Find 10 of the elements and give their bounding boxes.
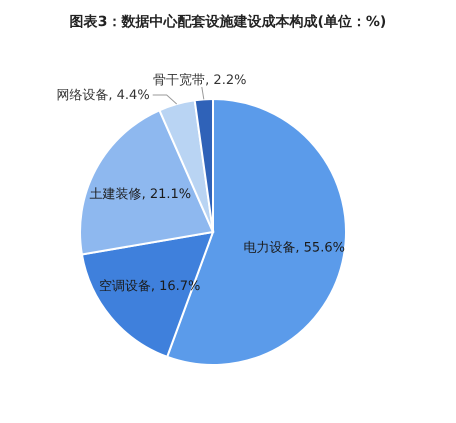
data-label: , 4.4% bbox=[108, 88, 150, 103]
data-label: , 21.1% bbox=[142, 186, 192, 202]
slice-label: 空调设备 bbox=[98, 278, 151, 294]
slice-label: 骨干宽带 bbox=[153, 72, 206, 88]
data-label: , 2.2% bbox=[205, 73, 246, 88]
slice-label: 网络设备 bbox=[56, 88, 108, 103]
slice-label: 土建装修 bbox=[90, 186, 142, 202]
slice-label: 电力设备 bbox=[243, 240, 296, 256]
chart-title: 图表3：数据中心配套设施建设成本构成(单位：%) bbox=[70, 13, 386, 30]
data-label: , 55.6% bbox=[295, 240, 345, 256]
